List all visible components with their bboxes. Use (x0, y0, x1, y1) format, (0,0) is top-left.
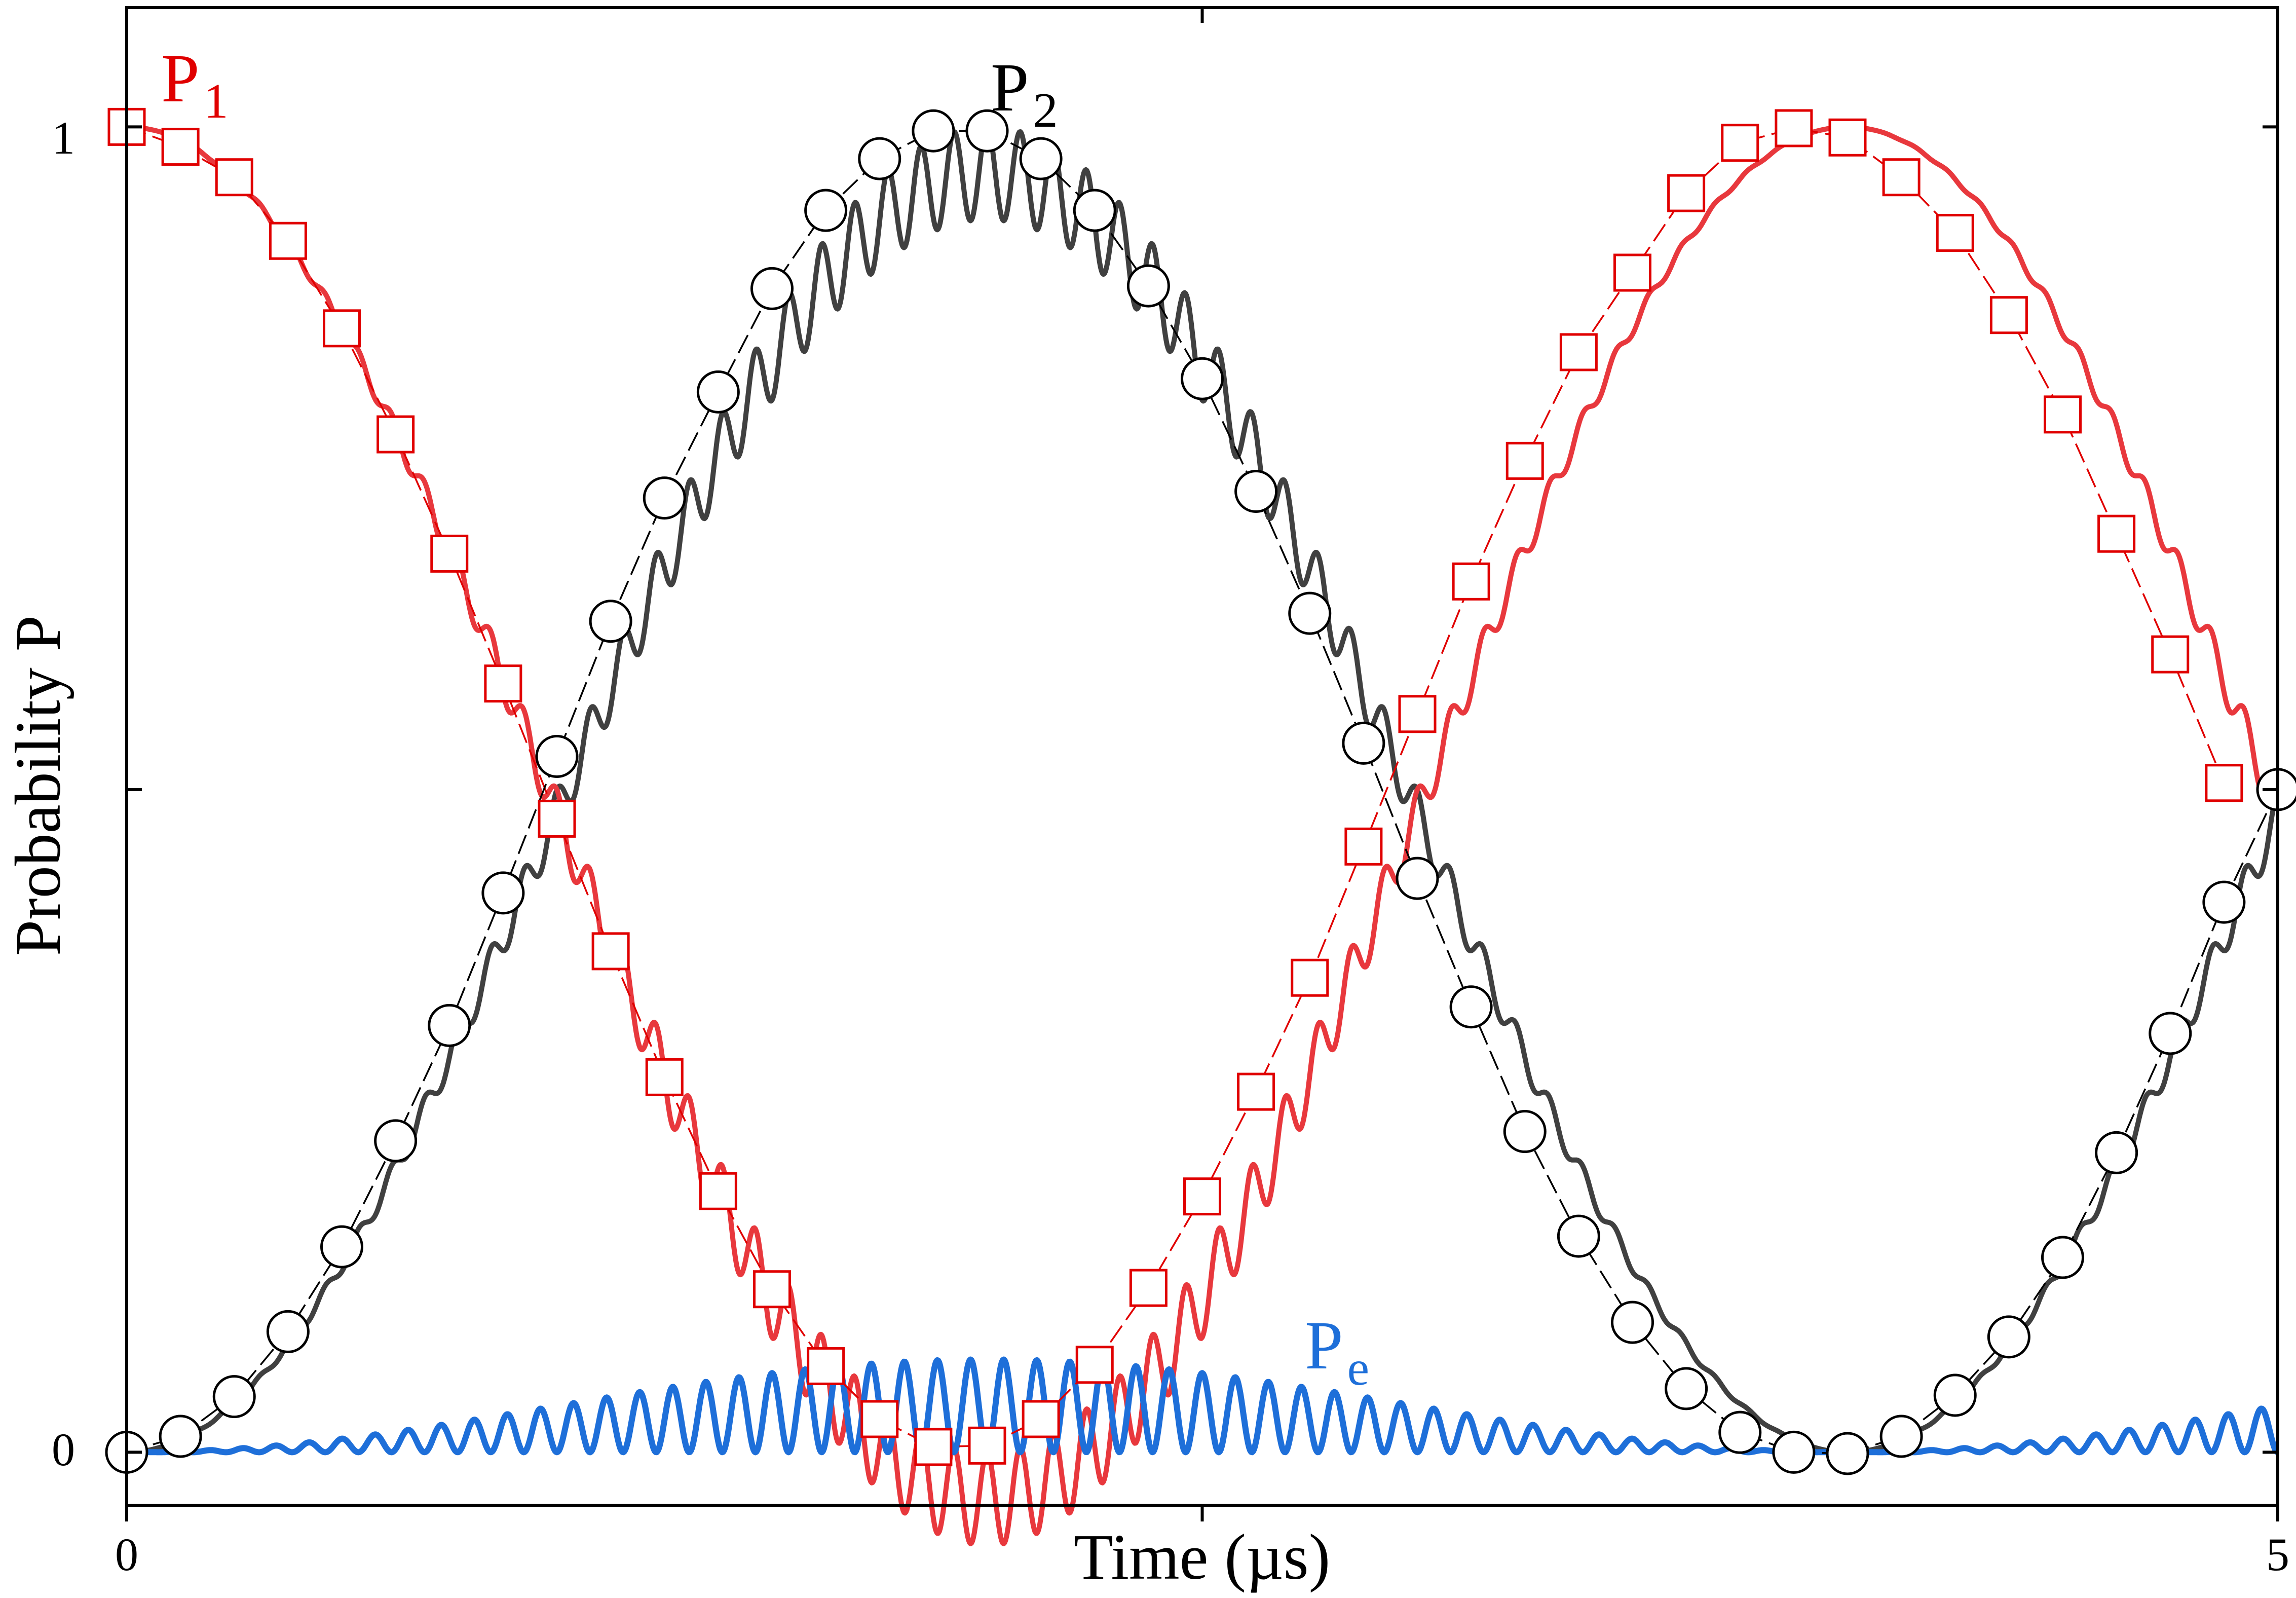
p2-marker (643, 476, 686, 520)
p2-marker (1234, 469, 1278, 513)
p1-marker (1075, 1346, 1114, 1384)
p1-marker (1291, 958, 1329, 997)
series-label-p1: P1 (161, 41, 229, 129)
p1-marker (591, 932, 630, 971)
p1-marker (645, 1058, 684, 1096)
p1-marker (323, 309, 361, 348)
p1-marker (1775, 109, 1813, 147)
p2-marker (1126, 264, 1170, 308)
p2-marker (1987, 1315, 2030, 1359)
p2-marker (535, 735, 579, 778)
p1-marker (1559, 333, 1598, 371)
p2-marker (912, 109, 955, 153)
p2-marker (1611, 1300, 1654, 1344)
p1-marker (1882, 158, 1921, 197)
p1-marker (1505, 441, 1544, 480)
p1-marker (1183, 1177, 1221, 1216)
x-axis-title: Time (µs) (1074, 1521, 1330, 1593)
p2-marker (750, 267, 794, 310)
p1-marker (161, 128, 200, 166)
p1-marker (1129, 1269, 1168, 1307)
p2-marker (1181, 357, 1224, 400)
p2-marker (1665, 1367, 1708, 1410)
p2-marker (1557, 1214, 1600, 1258)
p2-marker (1019, 137, 1063, 180)
p1-marker (699, 1172, 737, 1210)
p2-marker (2095, 1131, 2138, 1174)
p1-marker (2097, 514, 2136, 553)
p2-marker (1826, 1432, 1869, 1475)
p2-marker (212, 1375, 256, 1419)
p2-marker (1288, 591, 1332, 635)
p2-marker (965, 109, 1009, 153)
p1-marker (914, 1428, 953, 1466)
p1-marker (2044, 395, 2082, 434)
p2-marker (481, 871, 525, 915)
p1-marker (1398, 695, 1437, 733)
p2-marker (428, 1004, 471, 1047)
series-label-p2: P2 (991, 50, 1058, 138)
p1-marker (753, 1270, 791, 1309)
p2-marker (804, 189, 848, 232)
p2-marker (2202, 880, 2246, 924)
p1-connector (126, 126, 2225, 1448)
p2-marker (1396, 857, 1439, 900)
y-axis-title: Probability P (2, 615, 74, 956)
y-tick-label-1: 1 (52, 112, 75, 164)
p1-marker (1721, 124, 1759, 162)
p2-marker (1772, 1430, 1816, 1474)
p1-marker (538, 799, 576, 838)
axis-ticks (125, 8, 2279, 1521)
p2-marker (1933, 1373, 1977, 1417)
p2-marker (1718, 1410, 1762, 1454)
p1-marker (377, 415, 415, 454)
p2-marker (1073, 189, 1116, 232)
p1-marker (1452, 562, 1490, 601)
p1-curve (125, 124, 2280, 1546)
p1-marker (968, 1426, 1006, 1465)
p1-marker (2151, 635, 2190, 674)
p1-marker (269, 221, 307, 260)
p1-marker (1989, 296, 2028, 335)
p2-marker (2149, 1012, 2192, 1055)
p2-marker (374, 1119, 418, 1163)
p1-marker (1936, 214, 1974, 252)
p2-marker (589, 600, 632, 643)
p1-marker (1344, 827, 1383, 866)
p1-marker (1237, 1072, 1275, 1111)
p1-marker (484, 664, 522, 703)
p1-marker (2205, 764, 2243, 802)
p1-marker (860, 1400, 899, 1438)
p2-marker (2041, 1236, 2084, 1279)
p2-marker (858, 137, 901, 180)
p1-marker (1828, 118, 1867, 157)
p1-marker (215, 158, 253, 197)
p1-marker (807, 1347, 845, 1385)
p2-marker (320, 1225, 363, 1269)
p2-marker (159, 1415, 202, 1458)
x-tick-label-0: 0 (115, 1529, 138, 1580)
series-label-pe: Pe (1305, 1308, 1369, 1396)
x-tick-label-5: 5 (2266, 1529, 2289, 1580)
p2-marker (266, 1310, 310, 1353)
pe-curve (124, 1356, 2280, 1456)
p1-marker (430, 534, 469, 573)
p1-marker (1022, 1400, 1060, 1438)
p2-marker (696, 370, 740, 414)
p1-marker (1613, 253, 1651, 292)
p2-marker (1342, 721, 1385, 765)
data-markers (105, 107, 2296, 1475)
p2-marker (1879, 1415, 1923, 1458)
y-tick-label-0: 0 (52, 1424, 75, 1475)
p1-marker (1667, 174, 1706, 212)
p2-marker (1503, 1110, 1547, 1154)
p2-marker (1449, 985, 1493, 1029)
